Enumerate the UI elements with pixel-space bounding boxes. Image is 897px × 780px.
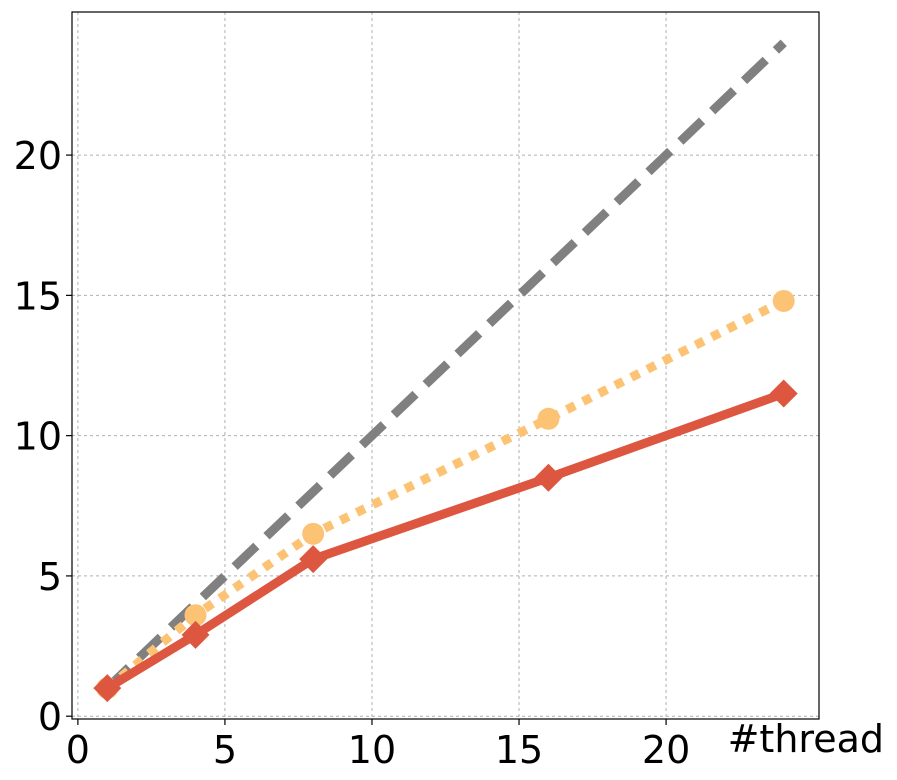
x-tick-label: 10 [348,728,396,772]
series-layer [93,39,798,703]
series-dashed-line [104,39,787,692]
y-tick-label: 10 [14,415,62,459]
diamond-marker [181,620,210,649]
grid-lines [72,12,819,719]
circle-marker [184,604,207,627]
diamond-marker [299,545,328,574]
x-axis-label: #thread [728,717,884,761]
plot-frame [71,11,820,720]
tick-labels: 0 5 10 15 20 0 5 10 15 20 [14,134,691,772]
x-tick-label: 0 [66,728,90,772]
x-tick-label: 5 [213,728,237,772]
diamond-marker [93,674,122,703]
diamond-marker [769,379,798,408]
circle-marker [537,407,560,430]
x-tick-label: 20 [642,728,690,772]
diamond-marker [534,463,563,492]
x-tick-label: 15 [495,728,543,772]
series-solid-line [102,389,789,693]
y-tick-label: 15 [14,274,62,318]
circle-marker [772,289,795,312]
y-tick-label: 5 [38,555,62,599]
y-tick-label: 20 [14,134,62,178]
circle-marker [302,522,325,545]
y-tick-label: 0 [38,695,62,739]
